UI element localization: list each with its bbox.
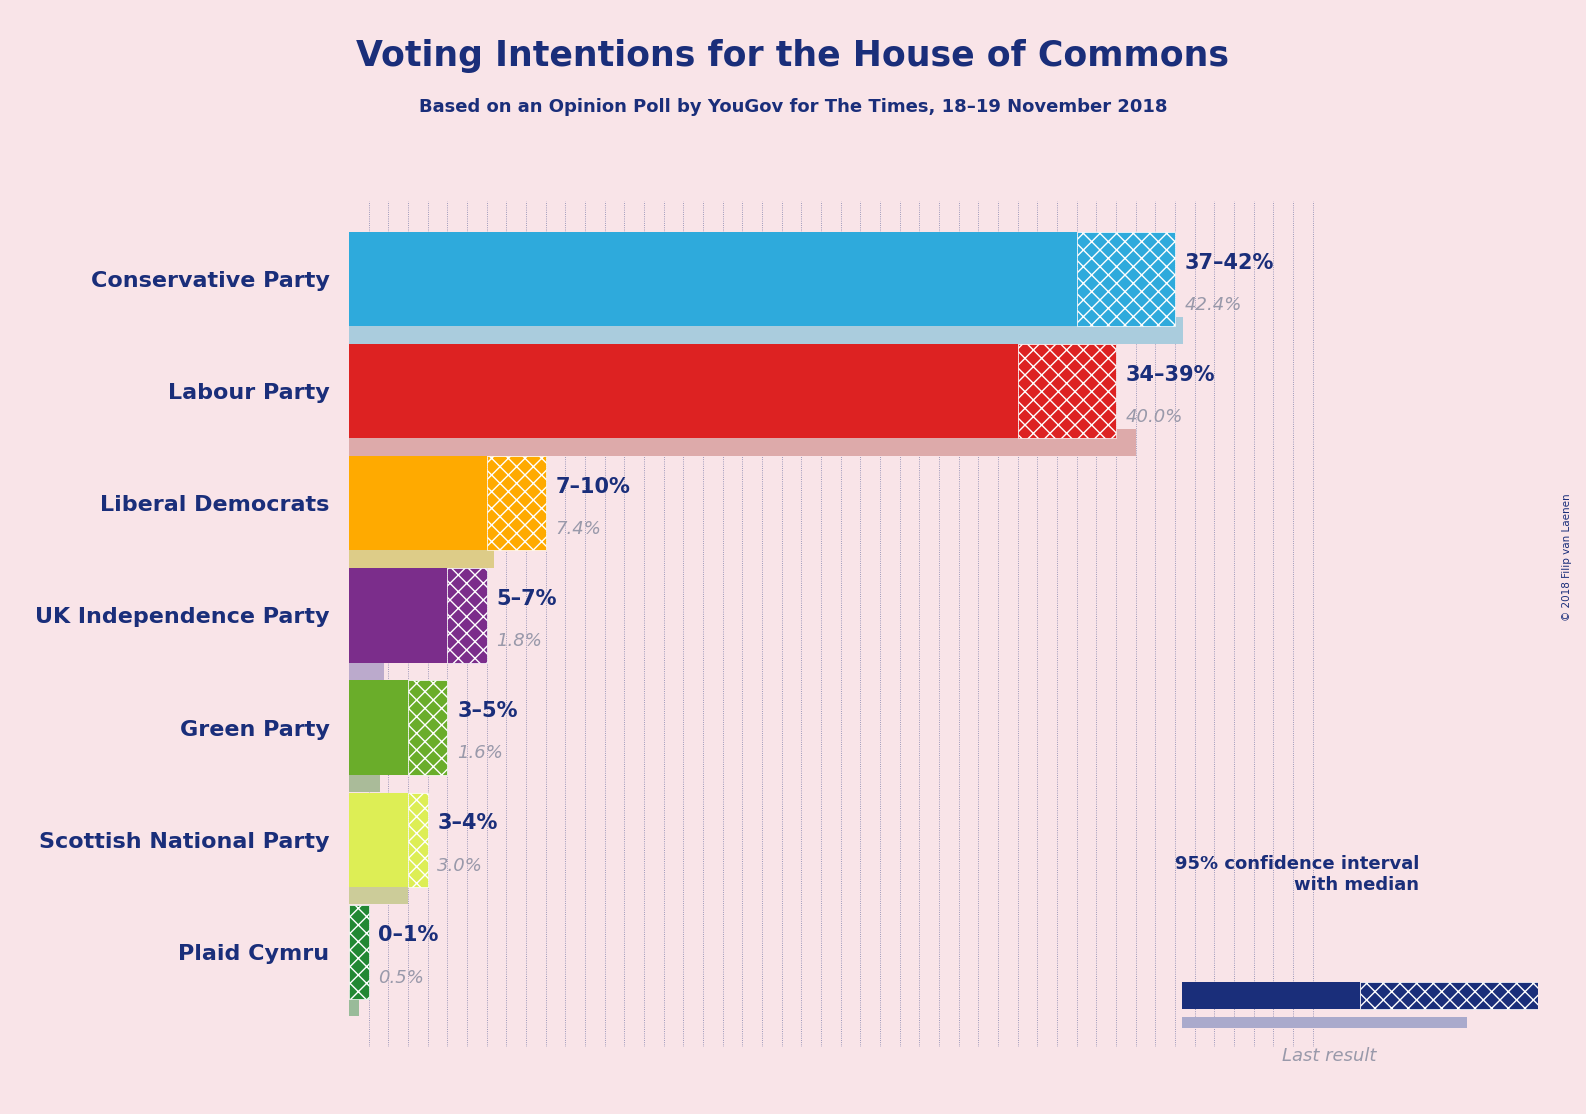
Bar bbox=[349, 792, 408, 887]
Text: 3–4%: 3–4% bbox=[438, 813, 498, 833]
Bar bbox=[408, 792, 428, 887]
Bar bbox=[487, 457, 546, 550]
Text: Last result: Last result bbox=[1281, 1047, 1377, 1065]
Bar bbox=[1018, 344, 1117, 438]
Bar bbox=[349, 905, 368, 999]
Bar bbox=[349, 653, 384, 680]
Text: 34–39%: 34–39% bbox=[1126, 364, 1215, 384]
Text: 0.5%: 0.5% bbox=[379, 969, 425, 987]
Bar bbox=[408, 681, 447, 774]
Bar bbox=[349, 232, 1077, 326]
Text: 3.0%: 3.0% bbox=[438, 857, 484, 874]
Bar bbox=[349, 541, 495, 568]
Text: 7.4%: 7.4% bbox=[555, 520, 601, 538]
Text: 40.0%: 40.0% bbox=[1126, 408, 1183, 426]
Text: © 2018 Filip van Laenen: © 2018 Filip van Laenen bbox=[1562, 494, 1572, 620]
Text: 1.6%: 1.6% bbox=[457, 744, 503, 762]
Bar bbox=[349, 568, 447, 663]
Text: 95% confidence interval
with median: 95% confidence interval with median bbox=[1175, 856, 1419, 893]
Text: 3–5%: 3–5% bbox=[457, 701, 517, 721]
Bar bbox=[349, 681, 408, 774]
Text: 37–42%: 37–42% bbox=[1185, 253, 1274, 273]
Bar bbox=[1182, 1017, 1467, 1027]
Bar bbox=[1182, 983, 1359, 1009]
Text: Based on an Opinion Poll by YouGov for The Times, 18–19 November 2018: Based on an Opinion Poll by YouGov for T… bbox=[419, 98, 1167, 116]
Bar bbox=[349, 429, 1136, 456]
Bar bbox=[1077, 232, 1175, 326]
Text: Voting Intentions for the House of Commons: Voting Intentions for the House of Commo… bbox=[357, 39, 1229, 74]
Text: 7–10%: 7–10% bbox=[555, 477, 630, 497]
Bar bbox=[1359, 983, 1538, 1009]
Text: 42.4%: 42.4% bbox=[1185, 296, 1242, 314]
Bar bbox=[349, 765, 381, 792]
Bar bbox=[349, 878, 408, 905]
Bar bbox=[349, 989, 358, 1016]
Bar bbox=[349, 457, 487, 550]
Bar bbox=[349, 316, 1183, 343]
Bar bbox=[447, 568, 487, 663]
Text: 1.8%: 1.8% bbox=[496, 633, 542, 651]
Text: 0–1%: 0–1% bbox=[379, 926, 439, 946]
Bar bbox=[349, 344, 1018, 438]
Text: 5–7%: 5–7% bbox=[496, 589, 557, 609]
